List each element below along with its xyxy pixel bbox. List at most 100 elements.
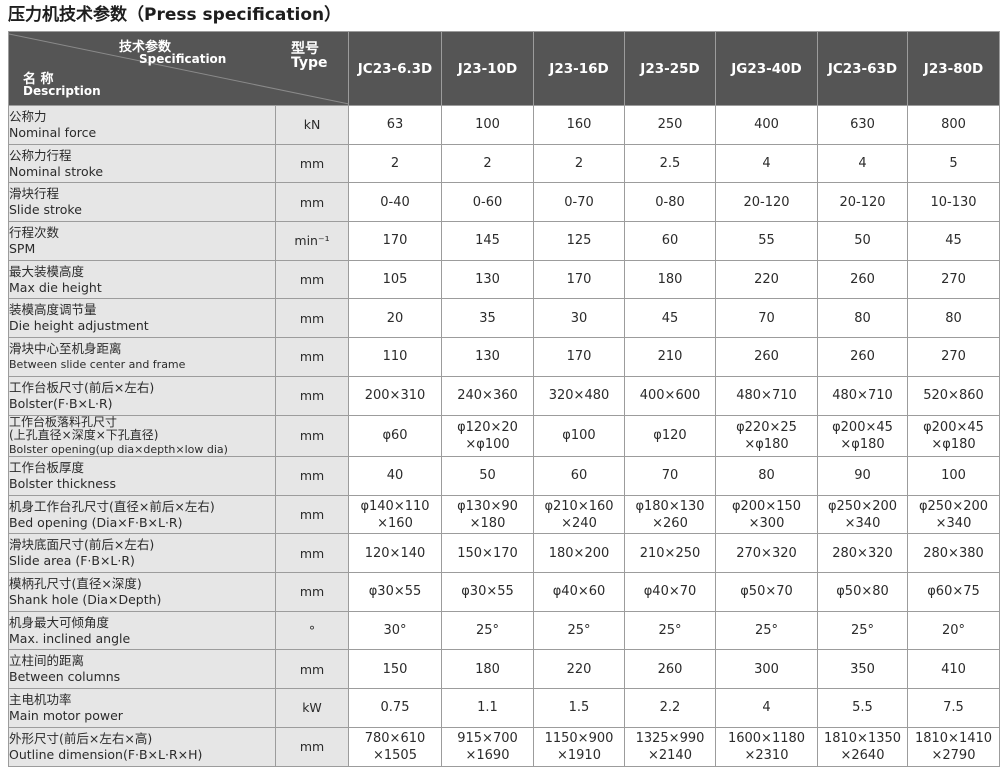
row-unit: mm bbox=[275, 259, 349, 300]
row-name-cn: 最大装模高度 bbox=[9, 263, 85, 279]
value-cell: 280×320 bbox=[817, 533, 908, 574]
value-cell: φ250×200 ×340 bbox=[817, 494, 908, 535]
value-cell: 80 bbox=[817, 298, 908, 339]
value-cell: 80 bbox=[907, 298, 1000, 339]
value-cell: 2.5 bbox=[624, 143, 716, 184]
row-name-cn: 工作台板落料孔尺寸 bbox=[9, 415, 118, 429]
value-cell: 20-120 bbox=[817, 182, 908, 223]
value-cell: 800 bbox=[907, 105, 1000, 145]
table-row: 滑块中心至机身距离 Between slide center and frame m… bbox=[8, 337, 1000, 377]
value-cell: 170 bbox=[533, 337, 625, 377]
row-description: 机身最大可倾角度 Max. inclined angle bbox=[8, 610, 276, 651]
value-cell: 50 bbox=[817, 221, 908, 261]
value-cell: 220 bbox=[533, 649, 625, 690]
value-cell: 63 bbox=[348, 105, 442, 145]
value-cell: φ120 bbox=[624, 414, 716, 457]
row-unit: ° bbox=[275, 610, 349, 651]
value-cell: 780×610 ×1505 bbox=[348, 726, 442, 767]
value-cell: 250 bbox=[624, 105, 716, 145]
value-cell: 130 bbox=[441, 337, 534, 377]
value-cell: φ220×25 ×φ180 bbox=[715, 414, 818, 457]
value-cell: φ40×60 bbox=[533, 572, 625, 612]
value-cell: 70 bbox=[715, 298, 818, 339]
table-row: 工作台板厚度 Bolster thickness mm 40 50 60 70 80 90 100 bbox=[8, 456, 1000, 496]
row-name-en: Nominal stroke bbox=[9, 163, 104, 179]
value-cell: 520×860 bbox=[907, 375, 1000, 416]
header-type-cn: 型号 bbox=[291, 41, 319, 57]
row-description: 工作台板尺寸(前后×左右) Bolster(F·B×L·R) bbox=[8, 375, 276, 416]
value-cell: 55 bbox=[715, 221, 818, 261]
value-cell: 915×700 ×1690 bbox=[441, 726, 534, 767]
value-cell: 300 bbox=[715, 649, 818, 690]
value-cell: 150×170 bbox=[441, 533, 534, 574]
value-cell: 25° bbox=[441, 610, 534, 651]
row-unit: mm bbox=[275, 182, 349, 223]
table-row: 行程次数 SPM min⁻¹ 170 145 125 60 55 50 45 bbox=[8, 221, 1000, 261]
row-name-en: Shank hole (Dia×Depth) bbox=[9, 591, 162, 607]
value-cell: 7.5 bbox=[907, 688, 1000, 728]
spec-table-body: 公称力 Nominal force kN 63 100 160 250 400 630 800 公称… bbox=[8, 105, 1000, 767]
value-cell: 260 bbox=[817, 337, 908, 377]
value-cell: 0-80 bbox=[624, 182, 716, 223]
row-name-en: Between slide center and frame bbox=[9, 357, 186, 371]
value-cell: φ180×130 ×260 bbox=[624, 494, 716, 535]
value-cell: 25° bbox=[817, 610, 908, 651]
value-cell: 20 bbox=[348, 298, 442, 339]
row-description: 滑块底面尺寸(前后×左右) Slide area (F·B×L·R) bbox=[8, 533, 276, 574]
row-name-en: Max die height bbox=[9, 279, 102, 295]
row-unit: mm bbox=[275, 456, 349, 496]
table-row: 模柄孔尺寸(直径×深度) Shank hole (Dia×Depth) mm φ30×… bbox=[8, 572, 1000, 612]
value-cell: 20° bbox=[907, 610, 1000, 651]
value-cell: 130 bbox=[441, 259, 534, 300]
value-cell: 4 bbox=[817, 143, 908, 184]
row-description: 立柱间的距离 Between columns bbox=[8, 649, 276, 690]
row-name-cn: 主电机功率 bbox=[9, 691, 72, 707]
value-cell: 100 bbox=[441, 105, 534, 145]
value-cell: 400×600 bbox=[624, 375, 716, 416]
value-cell: φ60 bbox=[348, 414, 442, 457]
row-name-cn: 模柄孔尺寸(直径×深度) bbox=[9, 575, 142, 591]
row-unit: mm bbox=[275, 298, 349, 339]
value-cell: 125 bbox=[533, 221, 625, 261]
value-cell: 220 bbox=[715, 259, 818, 300]
value-cell: 480×710 bbox=[715, 375, 818, 416]
row-name-cn: 滑块中心至机身距离 bbox=[9, 340, 122, 356]
row-name-en: Bolster opening(up dia×depth×low dia) bbox=[9, 442, 228, 456]
value-cell: 1.5 bbox=[533, 688, 625, 728]
value-cell: 120×140 bbox=[348, 533, 442, 574]
row-description: 机身工作台孔尺寸(直径×前后×左右) Bed opening (Dia×F·B×L… bbox=[8, 494, 276, 535]
value-cell: φ40×70 bbox=[624, 572, 716, 612]
value-cell: φ50×70 bbox=[715, 572, 818, 612]
value-cell: 260 bbox=[624, 649, 716, 690]
model-header: JC23-6.3D bbox=[348, 31, 442, 106]
value-cell: 2 bbox=[533, 143, 625, 184]
value-cell: 280×380 bbox=[907, 533, 1000, 574]
value-cell: 80 bbox=[715, 456, 818, 496]
value-cell: 270 bbox=[907, 259, 1000, 300]
value-cell: 400 bbox=[715, 105, 818, 145]
table-row: 立柱间的距离 Between columns mm 150 180 220 260 300 35… bbox=[8, 649, 1000, 690]
row-description: 工作台板厚度 Bolster thickness bbox=[8, 456, 276, 496]
row-description: 滑块行程 Slide stroke bbox=[8, 182, 276, 223]
row-unit: mm bbox=[275, 726, 349, 767]
model-header: J23-25D bbox=[624, 31, 716, 106]
row-name-en: Die height adjustment bbox=[9, 318, 149, 334]
value-cell: 110 bbox=[348, 337, 442, 377]
value-cell: φ250×200 ×340 bbox=[907, 494, 1000, 535]
value-cell: 350 bbox=[817, 649, 908, 690]
row-name-en: SPM bbox=[9, 240, 36, 256]
value-cell: 260 bbox=[817, 259, 908, 300]
value-cell: 0.75 bbox=[348, 688, 442, 728]
value-cell: 1600×1180 ×2310 bbox=[715, 726, 818, 767]
row-name-en: Slide stroke bbox=[9, 202, 82, 218]
row-description: 装模高度调节量 Die height adjustment bbox=[8, 298, 276, 339]
value-cell: 5.5 bbox=[817, 688, 908, 728]
value-cell: 105 bbox=[348, 259, 442, 300]
header-name-cn: 名 称 bbox=[23, 72, 54, 87]
value-cell: 480×710 bbox=[817, 375, 908, 416]
value-cell: 0-70 bbox=[533, 182, 625, 223]
model-header: JG23-40D bbox=[715, 31, 818, 106]
value-cell: 630 bbox=[817, 105, 908, 145]
value-cell: 25° bbox=[533, 610, 625, 651]
row-description: 外形尺寸(前后×左右×高) Outline dimension(F·B×L·R×H… bbox=[8, 726, 276, 767]
